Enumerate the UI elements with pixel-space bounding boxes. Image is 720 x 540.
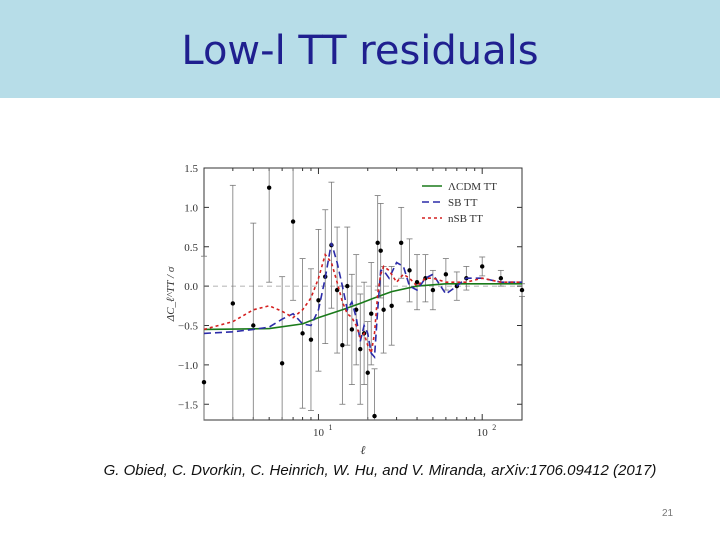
y-tick-label: 1.5	[184, 163, 198, 175]
data-point	[201, 380, 207, 385]
slide-title: Low-l TT residuals	[181, 28, 539, 74]
data-point	[372, 413, 377, 419]
data-point	[308, 337, 314, 342]
data-point	[345, 283, 350, 289]
data-point	[378, 248, 383, 253]
data-point	[358, 346, 363, 352]
data-point	[407, 268, 412, 273]
data-point	[290, 219, 296, 224]
data-point	[414, 279, 420, 285]
x-tick-label: 10	[477, 427, 489, 439]
data-point	[480, 264, 485, 269]
data-point	[519, 287, 525, 293]
y-tick-label: −1.0	[178, 360, 198, 372]
series-line-0	[204, 283, 522, 331]
data-point	[430, 287, 436, 293]
data-point	[381, 307, 386, 312]
y-tick-label: 1.0	[184, 202, 198, 214]
data-point	[375, 240, 380, 246]
y-tick-label: 0.0	[184, 281, 198, 293]
title-bar	[0, 0, 720, 98]
data-point	[251, 323, 256, 328]
legend-label-0: ΛCDM TT	[448, 181, 497, 193]
data-point	[398, 240, 404, 246]
y-tick-label: −1.5	[178, 399, 198, 411]
page-number: 21	[662, 508, 674, 519]
x-tick-label: 10	[313, 427, 325, 439]
data-point	[498, 276, 504, 281]
legend-label-1: SB TT	[448, 197, 478, 209]
data-point	[369, 311, 374, 316]
data-point	[349, 327, 355, 332]
series-line-1	[204, 242, 522, 360]
legend-label-2: nSB TT	[448, 213, 483, 225]
residuals-chart: 1.5 1.0 0.5 0.0 −0.5 −1.0 −1.5 10 1 10 2 ℓ ΔC_ℓ^TT /…	[160, 158, 530, 458]
citation: G. Obied, C. Dvorkin, C. Heinrich, W. Hu…	[103, 462, 657, 479]
data-point	[365, 370, 370, 375]
y-tick-label: −0.5	[178, 321, 198, 333]
x-axis-label: ℓ	[361, 443, 366, 457]
data-point	[266, 185, 272, 190]
data-point	[300, 331, 305, 336]
data-point	[316, 298, 321, 303]
data-point	[443, 272, 449, 277]
data-point	[340, 342, 345, 348]
x-tick-label-exponent: 2	[492, 423, 496, 432]
y-tick-label: 0.5	[184, 242, 198, 254]
series-line-2	[204, 252, 522, 356]
data-point	[279, 361, 285, 366]
x-tick-label-exponent: 1	[328, 423, 332, 432]
data-point	[230, 301, 236, 306]
y-axis-label: ΔC_ℓ^TT / σ	[165, 266, 177, 322]
data-point	[389, 303, 394, 309]
